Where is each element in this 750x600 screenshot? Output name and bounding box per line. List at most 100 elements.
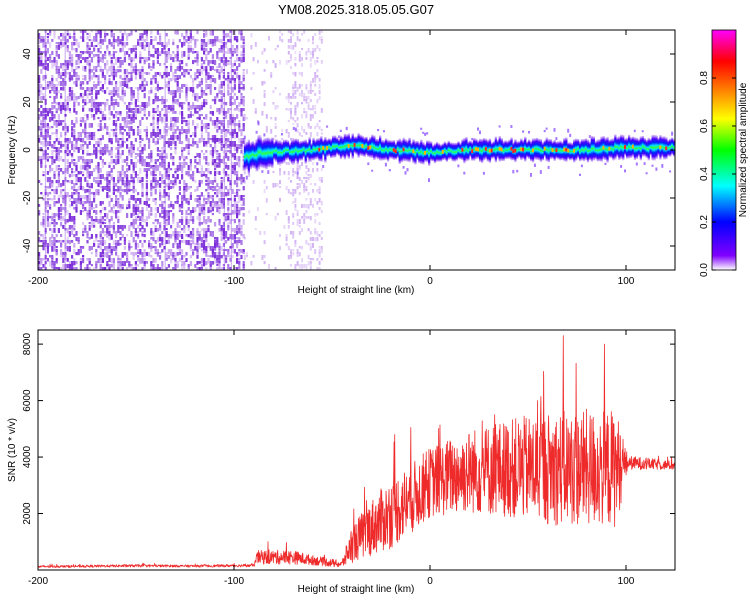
noise-cell (172, 99, 175, 104)
noise-cell (93, 102, 96, 108)
signal-band-cell (481, 139, 484, 163)
signal-band-cell (363, 137, 366, 157)
noise-cell (137, 216, 140, 219)
noise-cell (183, 180, 186, 186)
noise-cell (108, 93, 111, 96)
signal-band-cell (610, 138, 613, 159)
noise-cell (209, 117, 212, 122)
noise-cell (40, 96, 43, 101)
signal-spill-cell (567, 128, 570, 133)
noise-cell (49, 237, 52, 243)
noise-cell (174, 177, 177, 181)
noise-cell (242, 96, 245, 99)
noise-cell (106, 171, 109, 176)
sparse-cell (314, 249, 317, 254)
sparse-cell (296, 168, 299, 172)
noise-cell (148, 111, 151, 117)
noise-cell (130, 102, 133, 105)
noise-cell (57, 267, 60, 270)
sparse-cell (307, 204, 310, 209)
noise-cell (152, 138, 155, 144)
noise-cell (181, 33, 184, 37)
noise-cell (95, 219, 98, 223)
noise-cell (233, 84, 236, 90)
noise-cell (112, 228, 115, 234)
noise-cell (189, 210, 192, 215)
noise-cell (134, 138, 137, 142)
noise-cell (137, 225, 140, 229)
noise-cell (156, 237, 159, 243)
noise-cell (38, 87, 41, 93)
noise-cell (187, 36, 190, 42)
noise-cell (128, 132, 131, 136)
noise-cell (205, 237, 208, 243)
noise-cell (123, 117, 126, 123)
noise-cell (119, 138, 122, 141)
noise-cell (128, 261, 131, 266)
noise-cell (57, 183, 60, 188)
noise-cell (46, 147, 49, 150)
noise-cell (93, 138, 96, 141)
noise-cell (101, 201, 104, 205)
noise-cell (143, 72, 146, 75)
noise-cell (86, 258, 89, 261)
noise-cell (150, 231, 153, 236)
noise-cell (148, 210, 151, 216)
noise-cell (64, 201, 67, 207)
noise-cell (222, 81, 225, 86)
noise-cell (172, 252, 175, 257)
noise-cell (108, 243, 111, 249)
noise-cell (236, 162, 239, 166)
noise-cell (238, 120, 241, 123)
noise-cell (44, 156, 47, 160)
noise-cell (134, 102, 137, 108)
noise-cell (53, 243, 56, 248)
noise-cell (77, 249, 80, 253)
noise-cell (218, 90, 221, 95)
noise-cell (209, 219, 212, 223)
noise-cell (128, 240, 131, 243)
noise-cell (227, 39, 230, 43)
sparse-cell (298, 132, 301, 136)
noise-cell (57, 213, 60, 218)
noise-cell (170, 90, 173, 96)
sparse-cell (301, 84, 303, 87)
noise-cell (139, 54, 142, 60)
noise-cell (128, 201, 131, 204)
noise-cell (86, 102, 89, 105)
noise-cell (79, 171, 82, 175)
noise-cell (139, 216, 142, 220)
noise-cell (110, 90, 113, 96)
signal-spill-cell (402, 166, 405, 169)
noise-cell (209, 171, 212, 175)
noise-cell (134, 48, 137, 51)
noise-cell (132, 90, 135, 96)
noise-cell (38, 237, 41, 242)
noise-cell (132, 207, 135, 213)
noise-cell (165, 267, 168, 270)
sparse-cell (257, 207, 259, 212)
noise-cell (154, 108, 157, 114)
noise-cell (55, 42, 58, 45)
noise-cell (233, 72, 236, 75)
noise-cell (225, 150, 228, 153)
noise-cell (64, 123, 67, 129)
noise-cell (132, 129, 135, 135)
noise-cell (46, 222, 49, 228)
noise-cell (152, 177, 155, 183)
noise-cell (156, 264, 159, 270)
sparse-cell (294, 90, 297, 95)
signal-spill-cell (661, 164, 664, 168)
noise-cell (119, 225, 122, 230)
sparse-cell (250, 33, 253, 38)
noise-cell (216, 183, 219, 188)
signal-band-cell (459, 143, 462, 160)
noise-cell (121, 144, 124, 148)
sparse-cell (318, 126, 321, 130)
noise-cell (198, 243, 201, 249)
noise-cell (68, 150, 71, 156)
noise-cell (203, 60, 206, 65)
noise-cell (79, 156, 82, 160)
noise-cell (108, 228, 111, 234)
signal-spill-cell (383, 130, 385, 133)
